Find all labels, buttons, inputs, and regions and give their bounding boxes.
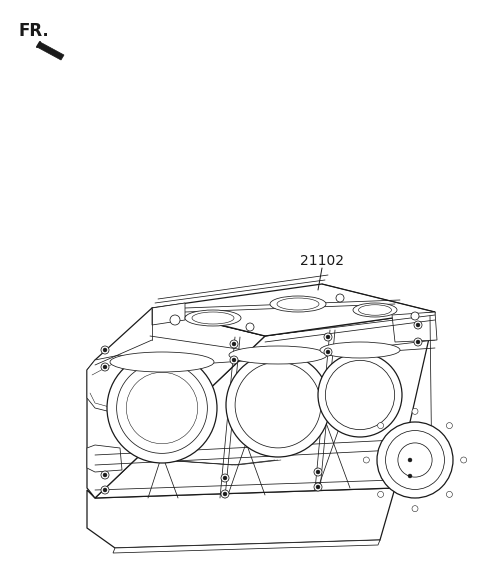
Circle shape — [336, 294, 344, 302]
Circle shape — [446, 423, 452, 429]
Circle shape — [170, 315, 180, 325]
Ellipse shape — [325, 361, 395, 430]
Circle shape — [408, 458, 412, 462]
Circle shape — [103, 365, 107, 369]
Circle shape — [101, 471, 109, 479]
Circle shape — [406, 456, 414, 464]
Ellipse shape — [235, 362, 321, 448]
Circle shape — [378, 491, 384, 498]
Circle shape — [416, 323, 420, 327]
Circle shape — [378, 423, 384, 429]
Circle shape — [414, 321, 422, 329]
Circle shape — [103, 473, 107, 477]
Ellipse shape — [226, 353, 330, 457]
Ellipse shape — [192, 312, 234, 324]
Polygon shape — [152, 303, 185, 325]
Polygon shape — [392, 312, 437, 342]
Text: 21102: 21102 — [300, 254, 344, 268]
Circle shape — [326, 350, 330, 354]
Polygon shape — [87, 488, 395, 548]
Ellipse shape — [359, 305, 392, 315]
Circle shape — [246, 323, 254, 331]
Circle shape — [232, 358, 236, 362]
Ellipse shape — [318, 353, 402, 437]
Circle shape — [411, 312, 419, 320]
Polygon shape — [87, 355, 148, 415]
Circle shape — [412, 408, 418, 414]
Ellipse shape — [117, 363, 207, 453]
Ellipse shape — [377, 422, 453, 498]
Circle shape — [408, 474, 412, 478]
Circle shape — [412, 506, 418, 511]
Circle shape — [314, 483, 322, 491]
Polygon shape — [87, 445, 122, 472]
Circle shape — [230, 340, 238, 348]
Ellipse shape — [126, 372, 198, 444]
Circle shape — [103, 348, 107, 352]
Circle shape — [363, 457, 370, 463]
Circle shape — [416, 340, 420, 344]
Circle shape — [414, 338, 422, 346]
Circle shape — [232, 342, 236, 346]
Circle shape — [101, 363, 109, 371]
Polygon shape — [113, 540, 380, 553]
Ellipse shape — [185, 310, 241, 326]
Ellipse shape — [229, 346, 327, 364]
Ellipse shape — [107, 353, 217, 463]
Circle shape — [324, 333, 332, 341]
Text: FR.: FR. — [18, 22, 49, 40]
Circle shape — [316, 485, 320, 489]
Circle shape — [101, 346, 109, 354]
Ellipse shape — [277, 298, 319, 310]
Circle shape — [221, 474, 229, 482]
Circle shape — [316, 470, 320, 474]
Polygon shape — [152, 284, 435, 336]
Circle shape — [223, 476, 227, 480]
Ellipse shape — [385, 430, 444, 490]
Polygon shape — [95, 312, 435, 498]
Circle shape — [446, 491, 452, 498]
Ellipse shape — [320, 342, 400, 358]
Circle shape — [461, 457, 467, 463]
Ellipse shape — [398, 443, 432, 477]
Circle shape — [406, 472, 414, 480]
Ellipse shape — [110, 352, 214, 372]
Circle shape — [101, 486, 109, 494]
Circle shape — [314, 468, 322, 476]
Circle shape — [103, 488, 107, 492]
Circle shape — [326, 335, 330, 339]
Circle shape — [221, 490, 229, 498]
Polygon shape — [37, 42, 64, 60]
Circle shape — [230, 356, 238, 364]
Ellipse shape — [270, 296, 326, 312]
Polygon shape — [87, 308, 265, 498]
Ellipse shape — [353, 303, 397, 317]
Circle shape — [324, 348, 332, 356]
Circle shape — [223, 492, 227, 496]
